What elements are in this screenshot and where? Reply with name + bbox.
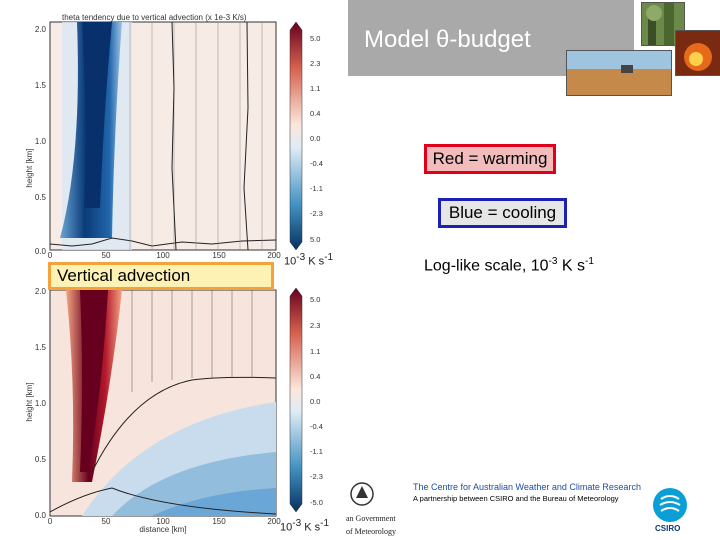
top-cbar-tick: 5.0 <box>310 34 320 43</box>
bottom-ytick: 2.0 <box>35 287 47 296</box>
farm-photo <box>566 50 672 96</box>
top-cbar-tick: 0.4 <box>310 109 320 118</box>
top-cbar-tick: 1.1 <box>310 84 320 93</box>
bottom-xtick: 0 <box>48 517 53 526</box>
gov-line-2: of Meteorology <box>346 527 396 536</box>
top-ytick: 0.0 <box>35 247 47 256</box>
bottom-cbar-tick: 5.0 <box>310 295 320 304</box>
csiro-logo-icon <box>653 488 687 522</box>
top-colorbar-unit: 10-3 K s-1 <box>284 252 334 268</box>
top-cbar-tick: -0.4 <box>310 159 323 168</box>
scale-note: Log-like scale, 10-3 K s-1 <box>424 256 594 275</box>
bottom-ytick: 0.5 <box>35 455 47 464</box>
bottom-xtick: 50 <box>102 517 111 526</box>
top-cbar-tick: 5.0 <box>310 235 320 244</box>
top-xtick: 50 <box>102 251 111 260</box>
top-cbar-tick: 2.3 <box>310 59 320 68</box>
bottom-xlabel: distance [km] <box>139 525 186 534</box>
bottom-xtick: 150 <box>212 517 226 526</box>
top-cbar-tick: -2.3 <box>310 209 323 218</box>
bottom-ytick: 0.0 <box>35 511 47 520</box>
footer-partnership: A partnership between CSIRO and the Bure… <box>413 494 619 503</box>
warming-callout: Red = warming <box>424 144 556 174</box>
bottom-ylabel: height [km] <box>25 382 34 421</box>
top-plot-title: theta tendency due to vertical advection… <box>62 13 247 22</box>
bottom-cbar-tick: -1.1 <box>310 447 323 456</box>
bottom-xtick: 200 <box>267 517 281 526</box>
bushfire-photo <box>675 30 720 76</box>
top-ytick: 1.5 <box>35 81 47 90</box>
top-xtick: 150 <box>212 251 226 260</box>
gov-line-1: an Government <box>346 514 396 523</box>
top-contour-plot: 2.0 1.5 1.0 0.5 0.0 height [km] theta te… <box>25 13 323 260</box>
bottom-cbar-tick: -5.0 <box>310 498 323 507</box>
top-cbar-tick: 0.0 <box>310 134 320 143</box>
top-ytick: 2.0 <box>35 25 47 34</box>
top-xtick: 0 <box>48 251 53 260</box>
top-ytick: 1.0 <box>35 137 47 146</box>
csiro-label: CSIRO <box>655 524 681 533</box>
bottom-cbar-tick: 2.3 <box>310 321 320 330</box>
bottom-cbar-tick: 1.1 <box>310 347 320 356</box>
bottom-contour-plot: 2.0 1.5 1.0 0.5 0.0 height [km] 0 50 100… <box>25 287 323 534</box>
vertical-advection-callout: Vertical advection <box>48 262 274 290</box>
cooling-callout: Blue = cooling <box>438 198 567 228</box>
bottom-xtick: 100 <box>156 517 170 526</box>
footer-centre-name: The Centre for Australian Weather and Cl… <box>413 482 641 492</box>
bottom-colorbar-unit: 10-3 K s-1 <box>280 518 330 534</box>
top-xtick: 200 <box>267 251 281 260</box>
bottom-cbar-tick: -2.3 <box>310 472 323 481</box>
forest-photo <box>641 2 685 46</box>
bottom-cbar-tick: 0.0 <box>310 397 320 406</box>
top-cbar-tick: -1.1 <box>310 184 323 193</box>
top-ytick: 0.5 <box>35 193 47 202</box>
slide-title: Model θ-budget <box>364 26 531 53</box>
crest-icon <box>350 482 374 506</box>
top-xtick: 100 <box>156 251 170 260</box>
bottom-cbar-tick: 0.4 <box>310 372 320 381</box>
bottom-cbar-tick: -0.4 <box>310 422 323 431</box>
bottom-ytick: 1.0 <box>35 399 47 408</box>
bottom-ytick: 1.5 <box>35 343 47 352</box>
top-ylabel: height [km] <box>25 148 34 187</box>
